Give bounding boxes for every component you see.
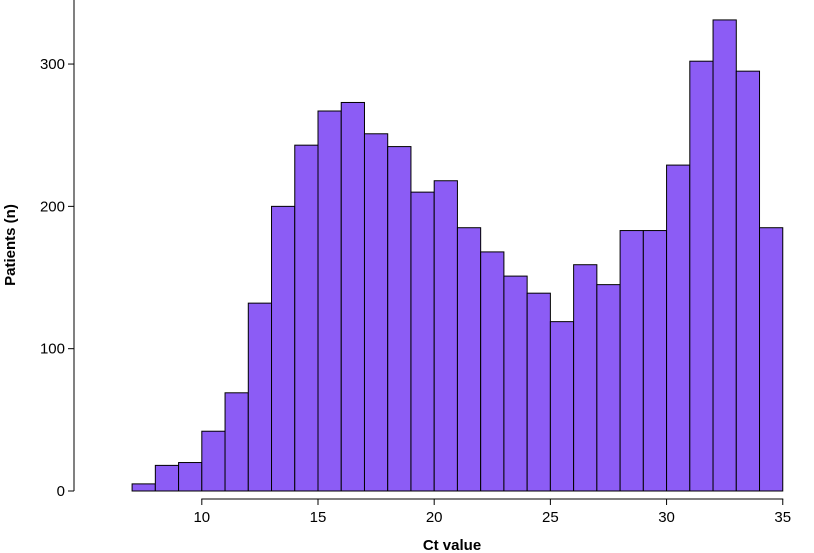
x-tick-label-35: 35 (774, 509, 791, 526)
bar-18-19 (387, 146, 412, 492)
bar-12-13 (247, 302, 273, 492)
bar-22-23 (480, 251, 505, 492)
bar-11-12 (224, 392, 249, 492)
y-axis-title: Patients (n) (2, 204, 19, 286)
bar-8-9 (154, 464, 180, 492)
x-axis: 10 15 20 25 30 35 (193, 498, 791, 526)
bars-group (131, 19, 784, 492)
x-tick-label-25: 25 (542, 509, 559, 526)
bar-9-10 (178, 462, 203, 492)
bar-7-8 (131, 483, 156, 492)
x-tick-label-20: 20 (426, 509, 443, 526)
y-tick-label-300: 300 (40, 56, 65, 73)
bar-30-31 (666, 164, 691, 492)
y-axis: 0 100 200 300 (40, 0, 75, 500)
bar-28-29 (619, 230, 644, 492)
bar-26-27 (573, 264, 598, 492)
bar-17-18 (363, 133, 389, 492)
bar-24-25 (526, 292, 551, 492)
bar-23-24 (503, 275, 528, 492)
bar-21-22 (456, 227, 482, 492)
bar-14-15 (294, 144, 319, 492)
bar-32-33 (712, 19, 737, 492)
bar-34-35 (759, 227, 784, 492)
bar-15-16 (317, 110, 342, 492)
x-tick-label-10: 10 (193, 509, 210, 526)
y-tick-label-0: 0 (57, 483, 65, 500)
bar-25-26 (549, 321, 575, 492)
bar-29-30 (642, 230, 668, 492)
bar-19-20 (410, 191, 435, 492)
bar-13-14 (271, 205, 296, 492)
x-tick-label-30: 30 (658, 509, 675, 526)
bar-10-11 (201, 430, 226, 492)
bar-33-34 (735, 70, 761, 492)
bar-27-28 (596, 284, 621, 492)
y-tick-label-100: 100 (40, 341, 65, 358)
x-tick-label-15: 15 (310, 509, 327, 526)
bar-31-32 (689, 60, 714, 492)
bar-16-17 (340, 101, 365, 492)
y-tick-label-200: 200 (40, 198, 65, 215)
x-axis-title: Ct value (423, 537, 481, 553)
bar-20-21 (433, 180, 458, 492)
